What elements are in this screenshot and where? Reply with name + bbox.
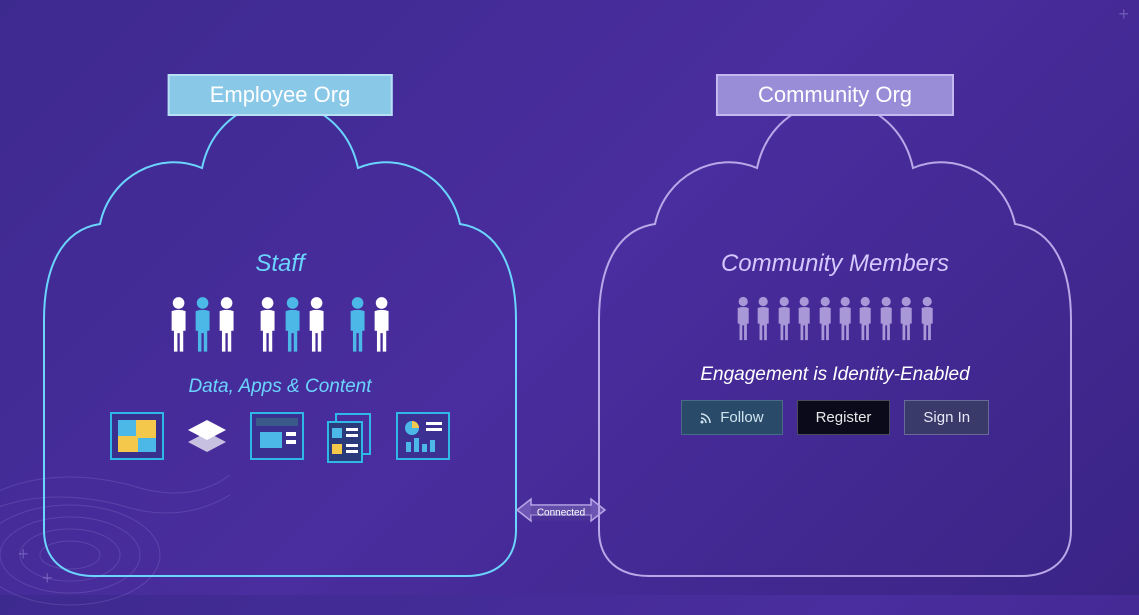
rss-icon [700, 411, 714, 425]
person-icon [795, 296, 813, 342]
employee-org-cloud: Employee Org Staff Data, Apps & Content [40, 90, 520, 580]
person-icon [897, 296, 915, 342]
members-people-row [595, 296, 1075, 342]
person-icon [215, 296, 238, 354]
register-label: Register [816, 409, 872, 426]
map-icon [110, 412, 164, 460]
person-icon [191, 296, 214, 354]
connected-label: Connected [531, 505, 591, 520]
community-org-header: Community Org [716, 74, 954, 116]
person-icon [816, 296, 834, 342]
plus-icon: + [1118, 4, 1129, 25]
person-group [346, 296, 393, 354]
community-org-cloud: Community Org Community Members Engageme… [595, 90, 1075, 580]
person-icon [754, 296, 772, 342]
members-title: Community Members [595, 250, 1075, 278]
person-icon [256, 296, 279, 354]
person-icon [836, 296, 854, 342]
person-icon [305, 296, 328, 354]
community-content: Community Members Engagement is Identity… [595, 250, 1075, 435]
documents-icon [320, 412, 380, 460]
person-icon [734, 296, 752, 342]
engagement-buttons: Follow Register Sign In [595, 400, 1075, 435]
engagement-title: Engagement is Identity-Enabled [595, 364, 1075, 386]
data-icons-row [40, 412, 520, 460]
person-group [167, 296, 239, 354]
layers-icon [180, 412, 234, 460]
employee-content: Staff Data, Apps & Content [40, 250, 520, 460]
follow-button[interactable]: Follow [681, 400, 783, 435]
connected-arrow: Connected [515, 495, 607, 530]
dashboard-icon [396, 412, 450, 460]
staff-people-row [40, 296, 520, 354]
person-icon [370, 296, 393, 354]
person-icon [281, 296, 304, 354]
person-group [256, 296, 328, 354]
data-apps-title: Data, Apps & Content [40, 376, 520, 398]
community-org-header-label: Community Org [758, 82, 912, 107]
person-icon [775, 296, 793, 342]
follow-label: Follow [720, 409, 763, 426]
person-icon [856, 296, 874, 342]
signin-label: Sign In [923, 409, 970, 426]
person-icon [346, 296, 369, 354]
person-icon [918, 296, 936, 342]
browser-icon [250, 412, 304, 460]
signin-button[interactable]: Sign In [904, 400, 989, 435]
person-icon [167, 296, 190, 354]
staff-title: Staff [40, 250, 520, 278]
employee-org-header: Employee Org [168, 74, 393, 116]
register-button[interactable]: Register [797, 400, 891, 435]
person-icon [877, 296, 895, 342]
employee-org-header-label: Employee Org [210, 82, 351, 107]
